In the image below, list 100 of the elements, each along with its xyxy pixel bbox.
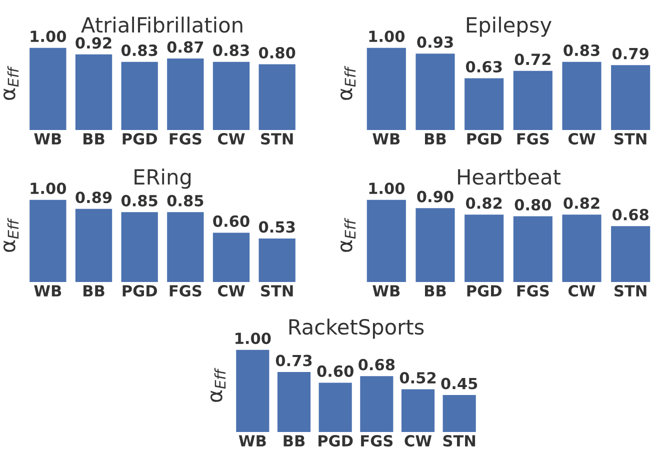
x-tick-label: PGD	[318, 435, 353, 447]
bar	[30, 48, 66, 130]
bar	[513, 216, 552, 282]
bar	[121, 62, 158, 130]
x-tick-label: WB	[372, 133, 400, 144]
bar	[212, 62, 250, 130]
x-tick-label: PGD	[467, 285, 502, 297]
y-axis-title: α$_{Eff}$	[210, 368, 226, 402]
x-tick-label: PGD	[122, 133, 157, 145]
data-label: 0.73	[276, 354, 312, 366]
data-label: 0.83	[564, 44, 600, 56]
bar	[318, 382, 352, 432]
x-tick-label: BB	[284, 435, 305, 446]
x-tick-label: BB	[84, 133, 104, 144]
bar	[464, 78, 504, 130]
x-tick-label: CW	[568, 133, 596, 145]
bar	[75, 208, 112, 282]
data-label: 0.45	[441, 378, 478, 390]
x-tick-label: FGS	[170, 285, 202, 297]
bar	[442, 395, 476, 432]
data-label: 0.82	[564, 197, 600, 209]
bar	[611, 226, 650, 282]
x-tick-label: STN	[443, 435, 476, 447]
x-tick-label: FGS	[517, 285, 549, 297]
x-tick-label: STN	[261, 133, 293, 145]
y-axis-title: α$_{Eff}$	[3, 218, 19, 252]
bar	[401, 389, 435, 432]
data-label: 0.63	[466, 60, 502, 73]
bar	[236, 350, 270, 432]
data-label: 1.00	[30, 182, 66, 194]
data-label: 0.90	[417, 190, 454, 202]
bar	[611, 65, 650, 130]
data-label: 0.83	[213, 44, 249, 56]
data-label: 0.82	[466, 197, 502, 209]
chart-title: Epilepsy	[466, 16, 552, 37]
bar	[277, 372, 311, 432]
data-label: 1.00	[369, 182, 405, 194]
x-tick-label: BB	[425, 133, 446, 144]
x-tick-label: WB	[372, 285, 400, 296]
x-tick-label: FGS	[361, 435, 393, 447]
bar	[416, 208, 455, 282]
chart-title: RacketSports	[289, 318, 424, 339]
data-label: 0.85	[167, 194, 204, 206]
x-tick-label: STN	[261, 285, 293, 297]
x-tick-label: PGD	[467, 133, 502, 145]
x-tick-label: CW	[404, 435, 432, 447]
data-label: 0.87	[167, 41, 204, 53]
chart-title: AtrialFibrillation	[81, 16, 242, 33]
x-tick-label: WB	[238, 435, 266, 446]
x-tick-label: CW	[218, 285, 245, 297]
data-label: 0.89	[76, 192, 112, 204]
x-tick-label: STN	[614, 285, 646, 297]
bar	[75, 54, 112, 130]
bar	[360, 376, 394, 432]
x-tick-label: WB	[34, 285, 62, 296]
x-tick-label: CW	[218, 133, 245, 145]
bar	[167, 58, 204, 130]
data-label: 0.93	[417, 36, 453, 48]
bar	[366, 48, 406, 130]
data-label: 0.85	[121, 194, 158, 206]
chart-title: Heartbeat	[458, 168, 560, 185]
data-label: 0.80	[514, 198, 552, 211]
data-label: 1.00	[369, 30, 405, 42]
bar	[30, 200, 66, 282]
x-tick-label: BB	[84, 285, 104, 296]
y-axis-title: α$_{Eff}$	[3, 66, 19, 100]
chart-title: ERing	[134, 168, 191, 189]
data-label: 0.53	[258, 221, 295, 233]
x-tick-label: PGD	[122, 285, 157, 297]
bar	[167, 212, 204, 282]
bar	[258, 238, 296, 282]
x-tick-label: STN	[614, 133, 646, 145]
data-label: 0.72	[514, 54, 550, 66]
bar	[258, 64, 296, 130]
bar	[562, 62, 602, 130]
data-label: 0.52	[400, 372, 436, 384]
bar	[562, 214, 602, 282]
data-label: 0.83	[121, 44, 158, 56]
data-label: 1.00	[30, 30, 66, 42]
bar	[121, 212, 158, 282]
bar	[366, 200, 406, 282]
data-label: 0.79	[612, 48, 648, 60]
x-tick-label: CW	[568, 285, 596, 297]
x-tick-label: WB	[34, 133, 62, 144]
data-label: 0.60	[317, 365, 354, 377]
y-axis-title: α$_{Eff}$	[340, 218, 356, 252]
data-label: 0.80	[258, 46, 296, 59]
data-label: 0.68	[358, 358, 395, 370]
data-label: 0.68	[612, 208, 648, 220]
data-label: 0.60	[213, 215, 250, 227]
y-axis-title: α$_{Eff}$	[340, 66, 356, 100]
bar	[212, 232, 250, 282]
bar	[513, 70, 552, 130]
data-label: 0.92	[76, 37, 112, 49]
data-label: 1.00	[236, 332, 271, 344]
x-tick-label: BB	[425, 285, 446, 296]
bar	[464, 214, 504, 282]
bar	[416, 54, 455, 130]
x-tick-label: FGS	[170, 133, 202, 145]
x-tick-label: FGS	[517, 133, 549, 145]
